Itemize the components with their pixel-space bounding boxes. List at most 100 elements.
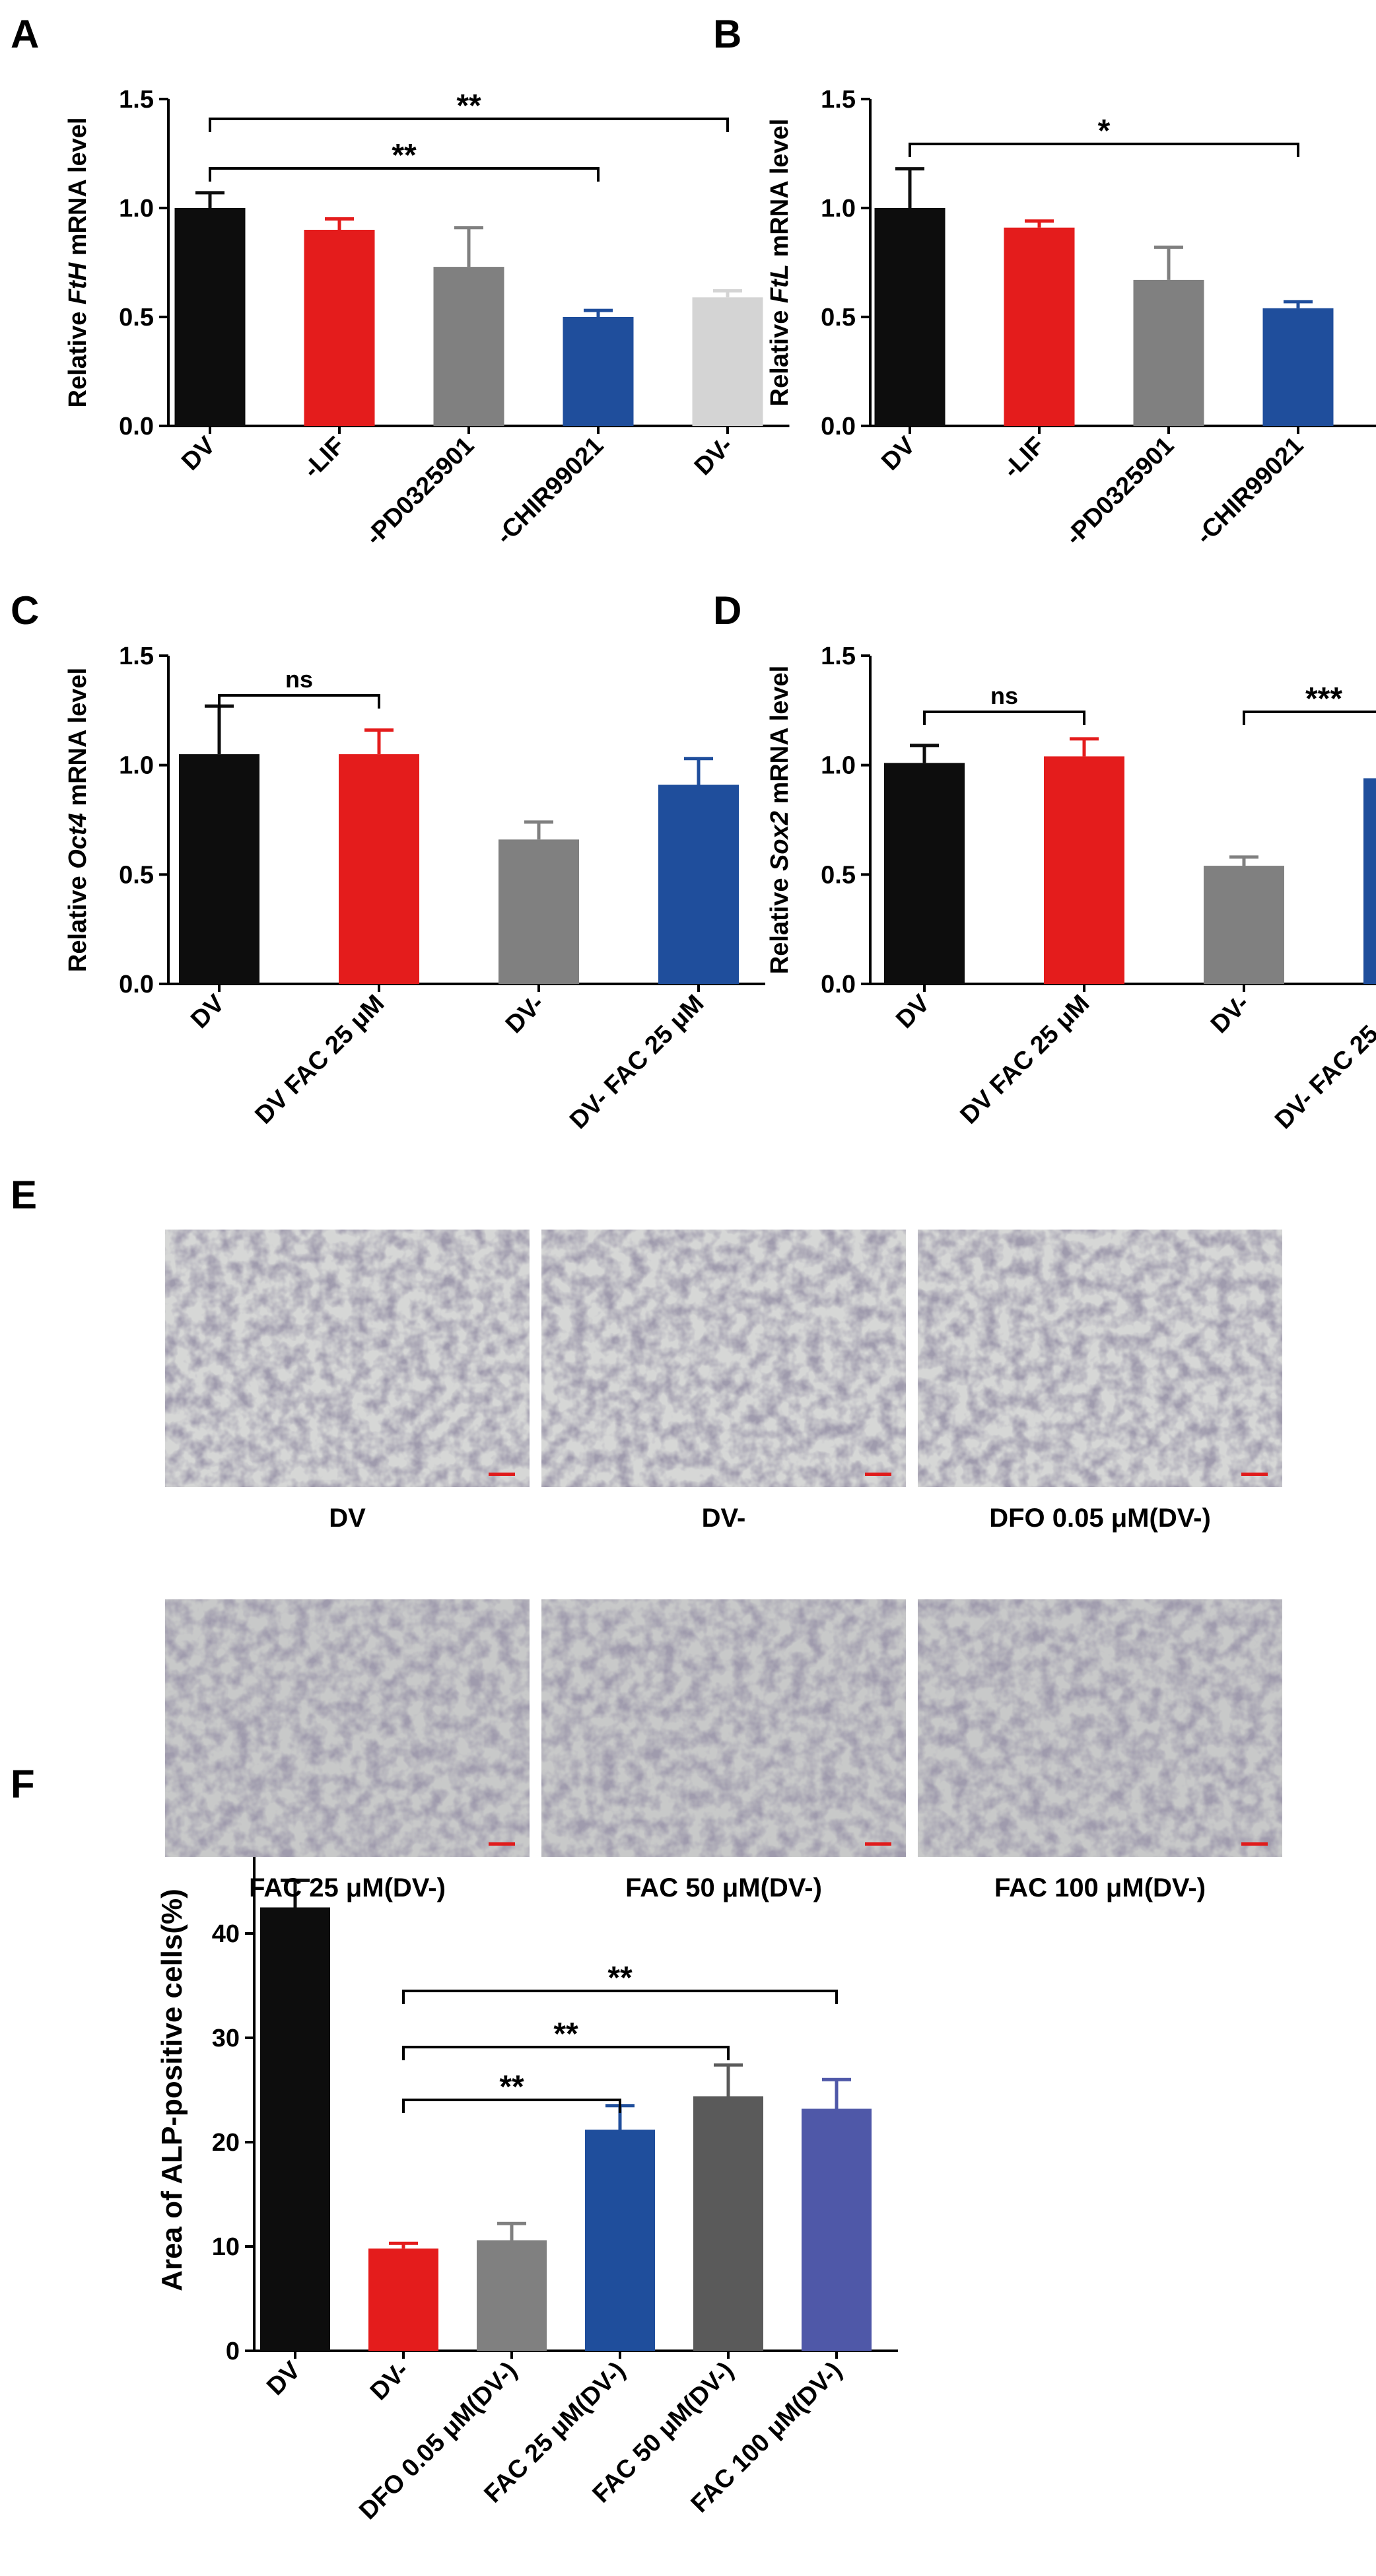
y-axis-label-gene: FtL: [766, 264, 794, 303]
micrograph-label: FAC 100 μM(DV-): [994, 1873, 1206, 1902]
y-tick-label: 1.0: [119, 195, 154, 223]
micrograph-label: FAC 25 μM(DV-): [249, 1873, 446, 1902]
significance-bracket: [402, 2046, 730, 2060]
micrograph-texture: [165, 1599, 530, 1857]
bar: [692, 297, 763, 426]
bar: [1204, 866, 1284, 984]
scale-bar: [865, 1473, 891, 1476]
y-tick-label: 0: [226, 2338, 240, 2365]
y-tick-label: 1.5: [119, 643, 154, 670]
significance-label: ns: [990, 682, 1018, 709]
micrograph-label: DFO 0.05 μM(DV-): [989, 1504, 1211, 1533]
micrograph-label: DV: [329, 1504, 366, 1533]
micrograph-cell: DFO 0.05 μM(DV-): [918, 1230, 1282, 1533]
y-axis-label-prefix: Relative: [766, 871, 794, 974]
scale-bar: [489, 1473, 515, 1476]
x-tick-label: -LIF: [998, 432, 1050, 484]
significance-label: **: [499, 2070, 524, 2105]
x-tick-label: DV-: [500, 990, 550, 1039]
bar: [304, 230, 375, 426]
significance-label: *: [1098, 114, 1111, 149]
y-axis-label-gene: FtH: [64, 261, 92, 304]
y-tick-label: 0.0: [821, 971, 856, 998]
y-axis-label-prefix: Area of ALP-positive cells(%): [156, 1889, 188, 2291]
y-axis-label: Relative FtH mRNA level: [64, 118, 92, 408]
micrograph-texture: [918, 1599, 1282, 1857]
x-tick-label: -CHIR99021: [1190, 432, 1309, 550]
y-tick-label: 0.0: [119, 413, 154, 440]
panel-letter-b: B: [713, 12, 741, 56]
bar: [874, 208, 946, 426]
y-tick-label: 0.5: [821, 861, 856, 889]
chart-panel-f: 01020304050Area of ALP-positive cells(%)…: [156, 1812, 898, 2525]
micrograph-texture: [541, 1599, 906, 1857]
x-tick-label: DV: [891, 989, 935, 1033]
y-tick-label: 10: [212, 2233, 240, 2261]
significance-label: **: [456, 88, 481, 123]
bar: [260, 1907, 330, 2351]
significance-label: **: [553, 2017, 578, 2052]
x-tick-label: DV-: [365, 2357, 415, 2406]
significance-bracket: [923, 711, 1085, 725]
y-tick-label: 40: [212, 1920, 240, 1948]
x-tick-label: DV FAC 25 μM: [250, 990, 390, 1130]
bar: [1262, 308, 1334, 426]
x-tick-label: DV: [186, 989, 230, 1033]
bar: [499, 839, 579, 984]
y-axis-label-prefix: Relative: [64, 304, 92, 407]
bar: [563, 317, 634, 426]
bar: [339, 754, 419, 984]
bar: [1133, 279, 1204, 426]
bar: [1044, 756, 1124, 984]
y-tick-label: 20: [212, 2129, 240, 2157]
y-tick-label: 0.5: [821, 304, 856, 331]
chart-panel-d: 0.0 0.5 1.0 1.5 Relative Sox2 mRNA level DV DV…: [766, 643, 1376, 1134]
chart-panel-b: 0.0 0.5 1.0 1.5 Relative FtL mRNA level DV -LI…: [766, 86, 1376, 551]
y-axis-label-suffix: mRNA level: [64, 668, 92, 813]
bar: [433, 267, 504, 426]
significance-bracket: [909, 143, 1299, 157]
panel-letter-c: C: [11, 588, 39, 633]
y-tick-label: 1.0: [821, 752, 856, 780]
x-tick-label: DV FAC 25 μM: [955, 990, 1095, 1130]
y-tick-label: 1.5: [119, 86, 154, 114]
bar: [1363, 778, 1376, 984]
significance-bracket: [402, 2099, 621, 2113]
x-tick-label: DV-: [689, 432, 739, 481]
bar: [658, 784, 739, 984]
bar: [174, 208, 246, 426]
micrograph-grid: DV DV- DFO 0.05 μM(DV-) FAC 25 μM(DV-) FAC 5…: [165, 1230, 1282, 1902]
y-axis-label-suffix: mRNA level: [766, 666, 794, 811]
y-axis-label: Relative FtL mRNA level: [766, 119, 794, 407]
bar: [802, 2108, 872, 2351]
significance-bracket: [218, 694, 380, 709]
bar: [585, 2130, 655, 2351]
y-tick-label: 0.0: [119, 971, 154, 998]
significance-label: **: [392, 138, 417, 173]
x-tick-label: -PD0325901: [361, 432, 480, 551]
x-tick-label: DV: [176, 431, 221, 475]
x-tick-label: DV- FAC 25 μM: [565, 990, 709, 1134]
bar: [477, 2240, 547, 2351]
scale-bar: [865, 1842, 891, 1846]
x-tick-label: -LIF: [298, 432, 350, 484]
micrograph-cell: FAC 25 μM(DV-): [165, 1599, 530, 1902]
y-tick-label: 0.5: [119, 304, 154, 331]
x-tick-label: DV: [876, 431, 920, 475]
micrograph-texture: [918, 1230, 1282, 1487]
y-axis-label-prefix: Relative: [64, 869, 92, 972]
y-tick-label: 1.0: [821, 195, 856, 223]
y-axis-label-gene: Oct4: [64, 813, 92, 868]
bar: [179, 754, 259, 984]
micrograph-cell: DV-: [541, 1230, 906, 1533]
x-tick-label: DV: [261, 2356, 306, 2400]
micrograph-cell: FAC 50 μM(DV-): [541, 1599, 906, 1902]
x-tick-label: -CHIR99021: [491, 432, 609, 550]
y-axis-label-prefix: Relative: [766, 303, 794, 406]
y-tick-label: 1.5: [821, 86, 856, 114]
micrograph-label: FAC 50 μM(DV-): [625, 1873, 822, 1902]
significance-bracket: [209, 167, 600, 182]
panel-letter-e: E: [11, 1173, 37, 1217]
micrograph-texture: [165, 1230, 530, 1487]
significance-bracket: [1243, 711, 1376, 725]
